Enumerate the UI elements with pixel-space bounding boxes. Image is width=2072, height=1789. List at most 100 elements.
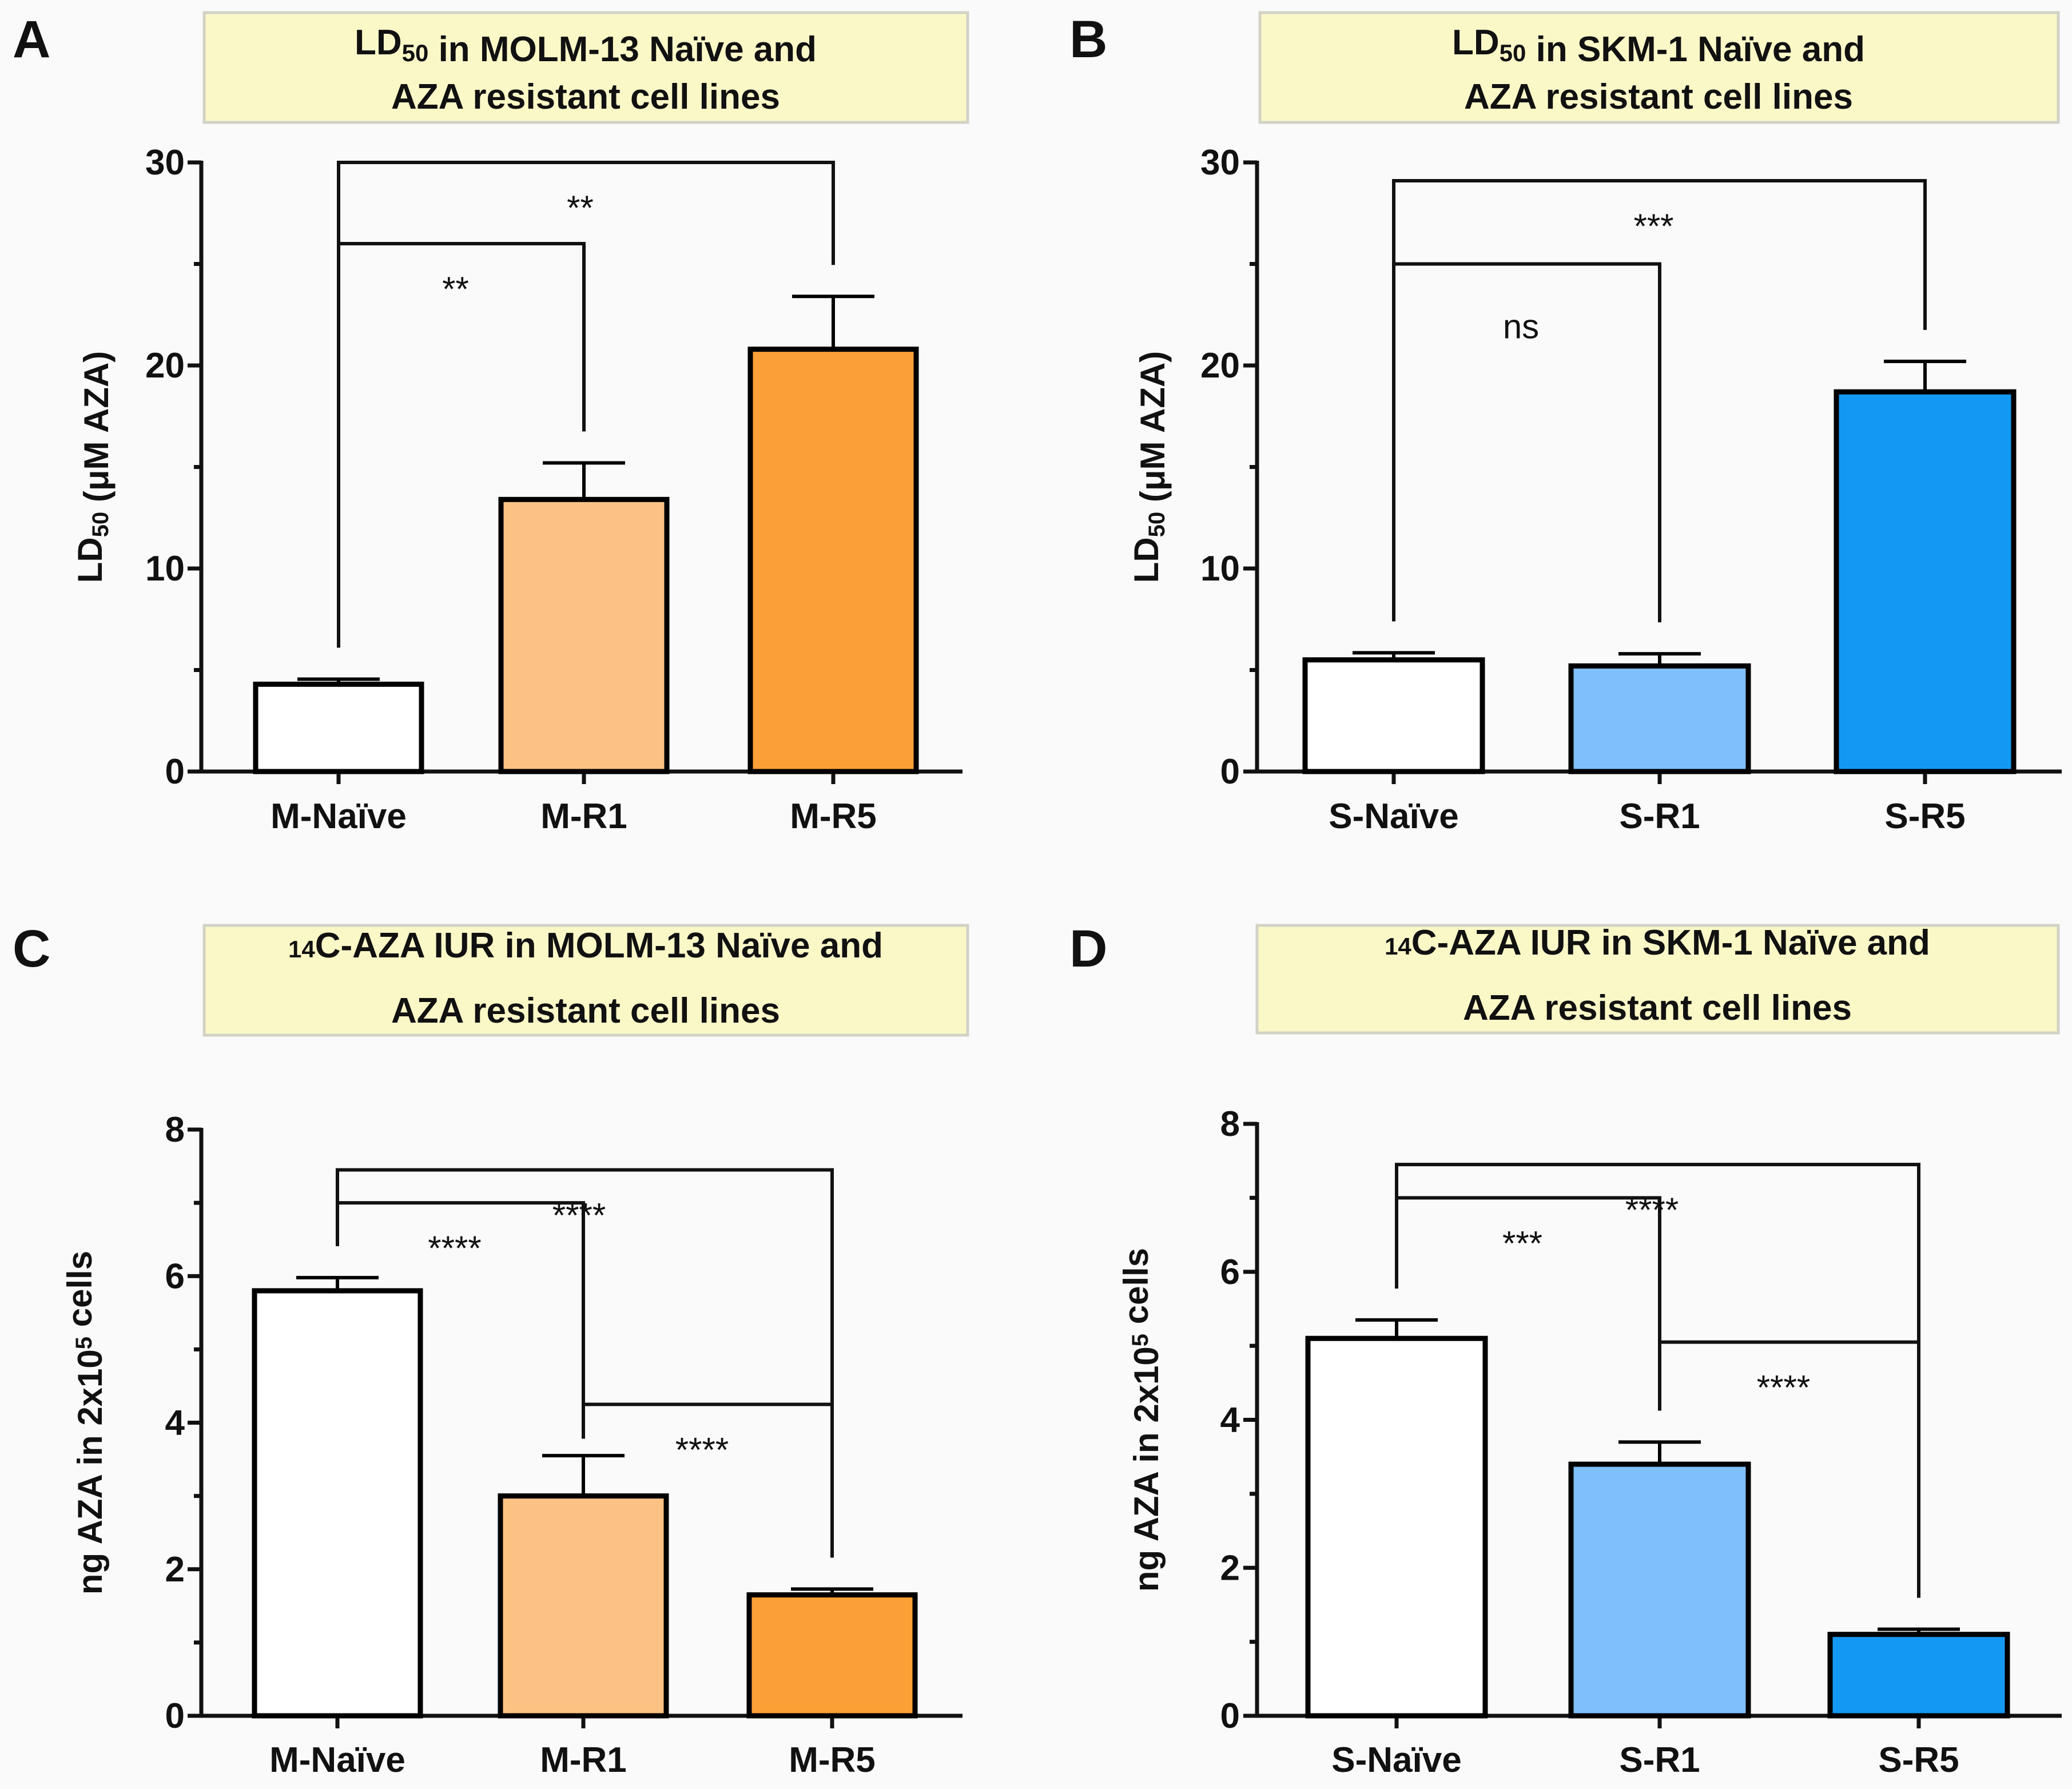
label-superscript: 5 [71, 1337, 97, 1349]
significance-label: **** [428, 1229, 481, 1267]
x-category-label: M-R5 [790, 797, 877, 836]
label-part: cells [61, 1251, 99, 1337]
chart-title-line: 14C-AZA IUR in MOLM-13 Naïve and [288, 926, 883, 965]
label-superscript: 5 [1128, 1334, 1153, 1346]
x-category-label: M-Naïve [269, 1740, 405, 1780]
panel-letter: B [1069, 10, 1107, 69]
significance-bracket [582, 1402, 834, 1558]
y-axis-label: LD50 (μM AZA) [71, 351, 116, 583]
chart-title-line: AZA resistant cell lines [1464, 77, 1853, 117]
y-tick-label: 6 [165, 1257, 185, 1296]
label-part: in SKM-1 Naïve and [1526, 30, 1865, 69]
label-part: C-AZA IUR in SKM-1 Naïve and [1411, 923, 1930, 963]
x-category-label: M-Naïve [271, 797, 407, 836]
panel-d: D 14C-AZA IUR in SKM-1 Naïve and AZA resis… [1069, 920, 2062, 1780]
x-category-label: S-R5 [1884, 797, 1965, 836]
y-tick-label: 0 [165, 1696, 185, 1736]
y-tick-label: 2 [1220, 1548, 1240, 1588]
label-subscript: 50 [88, 512, 113, 538]
y-tick-label: 30 [145, 143, 185, 182]
significance-bracket [337, 161, 835, 648]
bar-M-Naïve [253, 681, 424, 774]
y-tick-label: 4 [165, 1404, 185, 1443]
y-tick-label: 6 [1220, 1253, 1240, 1292]
bar-M-R5 [747, 347, 919, 774]
y-tick-label: 2 [165, 1550, 185, 1589]
bar-M-R1 [498, 1493, 669, 1719]
label-part: AZA resistant cell lines [1464, 77, 1853, 117]
y-tick-label: 8 [165, 1110, 185, 1150]
x-category-label: S-R5 [1878, 1740, 1959, 1780]
label-subscript: 50 [1500, 39, 1526, 66]
y-tick-label: 4 [1220, 1401, 1240, 1440]
chart-title-line: AZA resistant cell lines [391, 991, 780, 1031]
y-tick-label: 8 [1220, 1104, 1240, 1144]
significance-label: **** [552, 1196, 606, 1234]
label-part: ng AZA in 2x10 [1127, 1346, 1166, 1592]
title-box [202, 924, 969, 1037]
significance-bracket [1392, 178, 1927, 622]
label-part: LD [71, 537, 109, 583]
label-superscript: 14 [1385, 933, 1411, 960]
label-part: (μM AZA) [1134, 351, 1172, 512]
title-box [202, 11, 969, 124]
x-category-label: M-R1 [540, 797, 627, 836]
label-part: LD [355, 23, 402, 62]
chart-title-line: AZA resistant cell lines [1463, 988, 1852, 1028]
x-category-label: M-R1 [540, 1740, 627, 1780]
label-part: LD [1452, 23, 1500, 62]
x-category-label: S-Naïve [1329, 797, 1458, 836]
significance-bracket [336, 1168, 834, 1558]
bar-S-R5 [1834, 389, 2017, 774]
label-part: AZA resistant cell lines [391, 991, 780, 1031]
panel-letter: D [1069, 920, 1107, 978]
x-category-label: S-Naïve [1331, 1740, 1461, 1780]
y-axis-label: LD50 (μM AZA) [1127, 351, 1172, 583]
y-axis-label: ng AZA in 2x105 cells [61, 1251, 109, 1595]
title-box [1255, 924, 2060, 1035]
y-tick-label: 0 [1220, 752, 1240, 792]
label-superscript: 14 [288, 936, 315, 963]
label-part: ng AZA in 2x10 [71, 1349, 109, 1595]
significance-label: ** [567, 189, 594, 227]
significance-label: **** [1625, 1191, 1679, 1229]
panel-letter: A [13, 10, 50, 69]
label-part: AZA resistant cell lines [391, 77, 780, 117]
bar-M-R5 [746, 1592, 918, 1719]
bar-S-Naïve [1305, 1335, 1488, 1719]
significance-label: *** [1633, 207, 1673, 245]
y-tick-label: 0 [1220, 1696, 1240, 1736]
significance-label: ns [1503, 308, 1539, 346]
bar-S-R1 [1568, 663, 1751, 774]
significance-label: **** [675, 1430, 729, 1469]
significance-label: ** [442, 270, 469, 308]
significance-label: **** [1757, 1369, 1810, 1407]
label-part: AZA resistant cell lines [1463, 988, 1852, 1028]
y-tick-label: 10 [145, 549, 185, 589]
chart-title-line: AZA resistant cell lines [391, 77, 780, 117]
chart-title-line: LD50 in MOLM-13 Naïve and [355, 23, 817, 69]
label-part: cells [1117, 1248, 1155, 1334]
chart-title-line: 14C-AZA IUR in SKM-1 Naïve and [1385, 923, 1930, 963]
panel-letter: C [13, 920, 50, 978]
bar-S-Naïve [1302, 657, 1485, 774]
x-category-label: S-R1 [1619, 797, 1700, 836]
label-part: (μM AZA) [77, 351, 116, 512]
y-tick-label: 20 [145, 346, 185, 385]
bar-M-Naïve [252, 1288, 423, 1719]
label-subscript: 50 [402, 39, 429, 66]
chart-title-line: LD50 in SKM-1 Naïve and [1452, 23, 1865, 69]
y-axis-label: ng AZA in 2x105 cells [1117, 1248, 1166, 1592]
y-tick-label: 10 [1200, 549, 1240, 589]
label-part: LD [1127, 537, 1166, 583]
label-part: in MOLM-13 Naïve and [428, 30, 817, 69]
significance-label: *** [1502, 1224, 1542, 1262]
y-tick-label: 20 [1200, 346, 1240, 385]
label-subscript: 50 [1144, 512, 1170, 538]
x-category-label: M-R5 [789, 1740, 876, 1780]
y-tick-label: 0 [165, 752, 185, 792]
title-box [1258, 11, 2060, 124]
